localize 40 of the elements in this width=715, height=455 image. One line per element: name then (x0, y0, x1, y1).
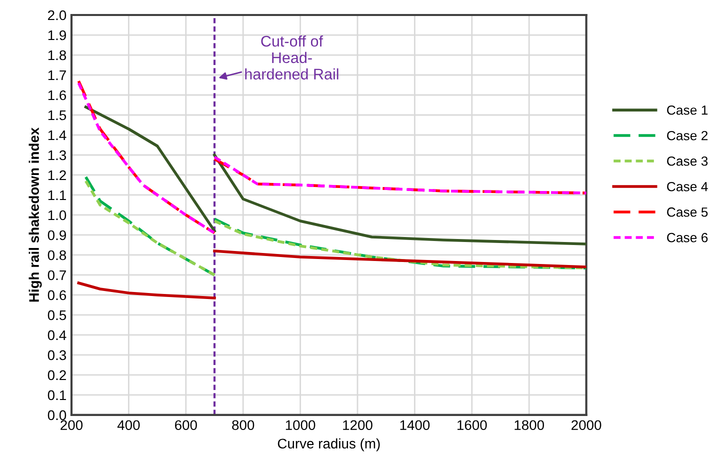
y-tick-label: 1.1 (48, 190, 66, 200)
x-axis-title: Curve radius (m) (278, 438, 380, 452)
legend-label: Case 6 (667, 232, 708, 242)
y-tick-label: 1.7 (48, 70, 66, 80)
y-tick-label: 1.5 (48, 110, 66, 120)
y-tick-label: 1.3 (48, 150, 66, 160)
y-tick-label: 1.9 (48, 30, 66, 40)
x-tick-label: 1200 (343, 420, 372, 430)
y-tick-label: 1.4 (48, 130, 66, 140)
x-tick-label: 200 (60, 420, 83, 430)
x-tick-label: 1000 (286, 420, 316, 430)
y-tick-label: 0.6 (48, 290, 66, 300)
x-tick-label: 1800 (514, 420, 544, 430)
annotation: Cut-off of Head- hardened Rail (245, 35, 338, 80)
y-axis-title: High rail shakedown index (28, 127, 42, 302)
y-tick-label: 1.0 (48, 210, 66, 220)
y-tick-label: 0.7 (48, 270, 66, 280)
x-tick-label: 2000 (572, 420, 602, 430)
legend-label: Case 1 (667, 105, 708, 115)
legend-label: Case 3 (667, 156, 708, 166)
y-tick-label: 1.8 (48, 50, 66, 60)
y-tick-label: 0.1 (48, 390, 66, 400)
y-tick-label: 0.0 (48, 410, 66, 420)
y-tick-label: 0.5 (48, 310, 66, 320)
legend-label: Case 5 (667, 207, 708, 217)
y-tick-label: 0.4 (48, 330, 66, 340)
x-tick-label: 600 (175, 420, 197, 430)
y-tick-label: 2.0 (48, 10, 66, 20)
y-tick-label: 0.2 (48, 370, 66, 380)
x-tick-label: 800 (232, 420, 254, 430)
y-tick-label: 0.8 (48, 250, 66, 260)
legend-label: Case 4 (667, 182, 708, 192)
x-tick-label: 400 (117, 420, 140, 430)
x-tick-label: 1600 (458, 420, 487, 430)
legend-label: Case 2 (667, 130, 708, 140)
y-tick-label: 1.2 (48, 170, 66, 180)
y-tick-label: 0.9 (48, 230, 66, 240)
y-tick-label: 1.6 (48, 90, 66, 100)
x-tick-label: 1400 (400, 420, 430, 430)
y-tick-label: 0.3 (48, 350, 66, 360)
